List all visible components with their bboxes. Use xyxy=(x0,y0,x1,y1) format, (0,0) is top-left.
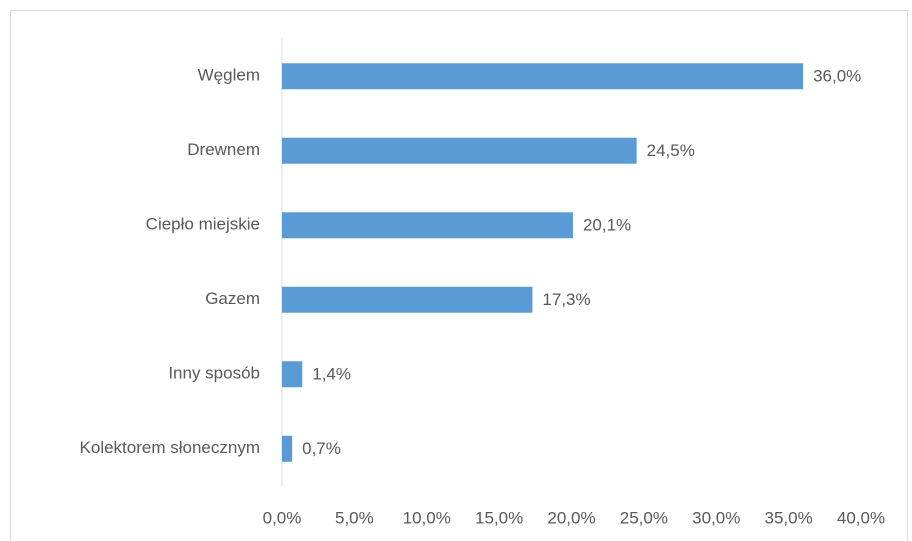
y-tick-label: Gazem xyxy=(205,289,260,308)
y-tick-label: Drewnem xyxy=(187,140,260,159)
data-label: 20,1% xyxy=(583,216,631,235)
x-tick-label: 20,0% xyxy=(547,508,595,527)
y-tick-label: Węglem xyxy=(198,66,260,85)
chart-border xyxy=(10,10,908,541)
data-label: 0,7% xyxy=(302,439,341,458)
data-label: 36,0% xyxy=(813,67,861,86)
x-tick-label: 35,0% xyxy=(765,508,813,527)
y-tick-label: Ciepło miejskie xyxy=(146,215,260,234)
y-tick-label: Kolektorem słonecznym xyxy=(80,438,260,457)
x-tick-label: 0,0% xyxy=(263,508,302,527)
x-tick-label: 10,0% xyxy=(403,508,451,527)
x-tick-label: 25,0% xyxy=(620,508,668,527)
x-tick-label: 30,0% xyxy=(692,508,740,527)
bar xyxy=(282,212,573,239)
data-label: 17,3% xyxy=(542,290,590,309)
bar xyxy=(282,63,804,90)
x-tick-label: 15,0% xyxy=(475,508,523,527)
bar xyxy=(282,361,303,388)
bar xyxy=(282,137,637,164)
bar xyxy=(282,286,533,313)
data-label: 24,5% xyxy=(647,141,695,160)
x-tick-label: 40,0% xyxy=(837,508,885,527)
data-label: 1,4% xyxy=(312,365,351,384)
x-tick-label: 5,0% xyxy=(335,508,374,527)
bar xyxy=(282,435,293,462)
y-tick-label: Inny sposób xyxy=(168,364,260,383)
